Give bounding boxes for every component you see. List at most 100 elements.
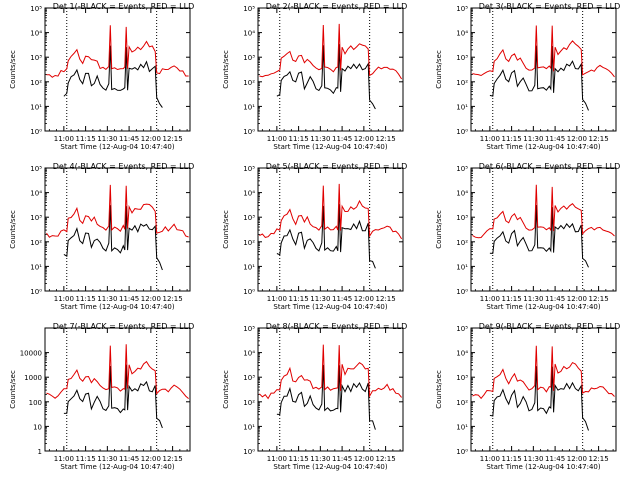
- y-axis-label: Counts/sec: [222, 370, 230, 409]
- y-tick-label: 10⁰: [243, 448, 255, 456]
- x-tick-label: 11:30: [310, 295, 330, 303]
- x-axis-label: Start Time (12-Aug-04 10:47:40): [486, 303, 600, 311]
- y-tick-label: 10⁴: [30, 30, 42, 38]
- x-tick-label: 12:00: [567, 135, 587, 143]
- y-tick-label: 10²: [456, 239, 468, 247]
- panel-title: Det 5(-BLACK = Events, RED = LLD: [266, 162, 407, 171]
- y-tick-label: 10⁰: [243, 128, 255, 136]
- plot-frame: [470, 7, 617, 132]
- x-tick-label: 11:00: [54, 135, 74, 143]
- y-tick-label: 10⁵: [243, 5, 255, 13]
- y-tick-label: 10: [33, 423, 42, 431]
- series-line-lld: [472, 184, 615, 239]
- series-line-lld: [259, 183, 403, 240]
- x-tick-label: 11:45: [119, 295, 139, 303]
- x-tick-label: 12:00: [141, 295, 161, 303]
- x-tick-label: 12:15: [163, 135, 183, 143]
- y-axis-label: Counts/sec: [435, 50, 443, 89]
- x-tick-label: 11:00: [267, 135, 287, 143]
- series-line-lld: [46, 344, 189, 399]
- y-tick-label: 10⁰: [243, 288, 255, 296]
- x-tick-label: 11:15: [289, 455, 309, 463]
- series-line-events: [63, 364, 163, 429]
- y-axis-label: Counts/sec: [9, 370, 17, 409]
- x-tick-label: 11:45: [332, 135, 352, 143]
- y-tick-label: 10⁰: [30, 128, 42, 136]
- y-tick-label: 10⁴: [456, 190, 468, 198]
- y-tick-label: 10³: [456, 214, 468, 222]
- x-tick-label: 11:30: [523, 135, 543, 143]
- y-tick-label: 10¹: [243, 423, 255, 431]
- x-tick-label: 11:45: [332, 295, 352, 303]
- y-tick-label: 10⁰: [456, 448, 468, 456]
- panel-title: Det 7(-BLACK = Events, RED = LLD: [53, 322, 194, 331]
- y-axis-label: Counts/sec: [9, 50, 17, 89]
- x-tick-label: 12:15: [589, 135, 609, 143]
- series-line-events: [276, 364, 376, 430]
- y-tick-label: 10⁵: [243, 325, 255, 333]
- x-tick-label: 11:00: [267, 295, 287, 303]
- x-axis-label: Start Time (12-Aug-04 10:47:40): [60, 143, 174, 151]
- y-tick-label: 10⁴: [243, 30, 255, 38]
- x-tick-label: 11:15: [502, 455, 522, 463]
- x-axis-label: Start Time (12-Aug-04 10:47:40): [486, 463, 600, 471]
- y-tick-label: 10²: [243, 239, 255, 247]
- x-tick-label: 11:00: [267, 455, 287, 463]
- series-line-lld: [46, 184, 189, 238]
- x-tick-label: 11:45: [332, 455, 352, 463]
- x-tick-label: 12:00: [354, 295, 374, 303]
- x-tick-label: 12:15: [163, 295, 183, 303]
- y-tick-label: 10¹: [456, 103, 468, 111]
- detector-panel-8: Det 8(-BLACK = Events, RED = LLD 10⁰ 10¹ 10…: [222, 322, 407, 471]
- y-tick-label: 1: [38, 448, 42, 456]
- series-line-events: [489, 45, 589, 111]
- y-tick-label: 10⁵: [456, 5, 468, 13]
- y-tick-label: 10²: [30, 239, 42, 247]
- x-tick-label: 11:00: [480, 135, 500, 143]
- x-tick-label: 12:00: [567, 295, 587, 303]
- y-tick-label: 10¹: [30, 103, 42, 111]
- x-tick-label: 11:45: [119, 135, 139, 143]
- y-tick-label: 10⁰: [456, 128, 468, 136]
- y-tick-label: 10²: [456, 79, 468, 87]
- y-tick-label: 10⁴: [30, 190, 42, 198]
- detector-panel-6: Det 6(-BLACK = Events, RED = LLD 10⁰ 10¹ 10…: [435, 162, 620, 311]
- detector-panel-1: Det 1(-BLACK = Events, RED = LLD 10⁰ 10¹ 10…: [9, 2, 194, 151]
- y-tick-label: 10¹: [243, 263, 255, 271]
- y-tick-label: 10³: [456, 374, 468, 382]
- y-tick-label: 10⁰: [30, 288, 42, 296]
- x-axis-label: Start Time (12-Aug-04 10:47:40): [273, 143, 387, 151]
- y-axis-label: Counts/sec: [435, 370, 443, 409]
- x-tick-label: 12:00: [354, 135, 374, 143]
- x-tick-label: 12:15: [163, 455, 183, 463]
- detector-panel-3: Det 3(-BLACK = Events, RED = LLD 10⁰ 10¹ 10…: [435, 2, 620, 151]
- y-tick-label: 1000: [24, 374, 42, 382]
- x-tick-label: 11:00: [480, 295, 500, 303]
- x-axis-label: Start Time (12-Aug-04 10:47:40): [273, 463, 387, 471]
- x-tick-label: 11:30: [310, 135, 330, 143]
- series-line-events: [489, 366, 589, 431]
- series-line-lld: [259, 344, 402, 400]
- x-tick-label: 11:30: [97, 295, 117, 303]
- series-line-lld: [472, 345, 615, 400]
- y-tick-label: 10⁴: [456, 350, 468, 358]
- y-tick-label: 10⁴: [243, 190, 255, 198]
- detector-panel-9: Det 9(-BLACK = Events, RED = LLD 10⁰ 10¹ 10…: [435, 322, 620, 471]
- x-tick-label: 11:15: [76, 295, 96, 303]
- plot-frame: [44, 7, 191, 132]
- y-tick-label: 10¹: [456, 423, 468, 431]
- x-tick-label: 11:15: [502, 295, 522, 303]
- x-tick-label: 11:30: [97, 455, 117, 463]
- y-tick-label: 10²: [456, 399, 468, 407]
- plot-frame: [257, 327, 404, 452]
- y-tick-label: 10³: [30, 214, 42, 222]
- x-tick-label: 12:00: [141, 135, 161, 143]
- y-tick-label: 10¹: [456, 263, 468, 271]
- x-tick-label: 11:15: [289, 295, 309, 303]
- plot-frame: [257, 167, 404, 292]
- x-tick-label: 11:45: [545, 295, 565, 303]
- y-tick-label: 10⁰: [456, 288, 468, 296]
- y-tick-label: 10²: [30, 79, 42, 87]
- plot-frame: [44, 327, 191, 452]
- y-axis-label: Counts/sec: [222, 210, 230, 249]
